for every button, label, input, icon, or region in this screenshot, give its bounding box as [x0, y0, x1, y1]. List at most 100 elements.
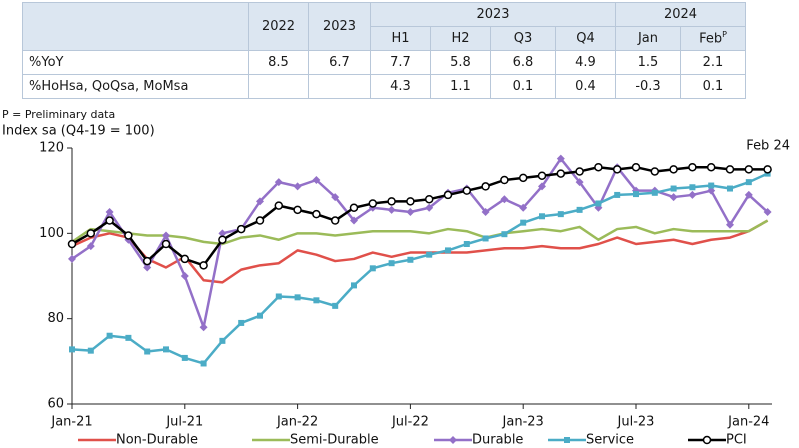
series-marker: [501, 231, 508, 238]
cell: 0.1: [680, 74, 746, 99]
series-marker: [218, 235, 227, 244]
series-marker: [142, 256, 152, 266]
legend-label: Non-Durable: [116, 433, 198, 448]
series-marker: [538, 182, 546, 191]
cell: 1.1: [430, 74, 491, 99]
row-label: %YoY: [22, 50, 249, 75]
series-marker: [744, 190, 753, 199]
series-marker: [219, 337, 226, 344]
series-marker: [575, 178, 584, 187]
series-marker: [369, 265, 376, 272]
y-tick-label: 120: [39, 141, 64, 156]
x-tick-label: Jan-22: [276, 415, 318, 430]
series-marker: [614, 191, 621, 198]
series-marker: [69, 346, 75, 353]
cell: 8.5: [248, 50, 309, 75]
series-marker: [256, 197, 264, 206]
series-marker: [708, 182, 715, 189]
cell: -0.3: [615, 74, 681, 99]
series-marker: [707, 186, 716, 195]
series-marker: [293, 182, 302, 191]
series-marker: [763, 165, 772, 174]
series-marker: [238, 319, 245, 326]
series-marker: [161, 239, 171, 249]
cell: 4.9: [555, 50, 616, 75]
series-marker: [406, 208, 415, 216]
series-marker: [350, 216, 358, 225]
series-marker: [500, 175, 509, 185]
series-marker: [725, 165, 735, 174]
series-marker: [181, 354, 188, 361]
series-marker: [162, 231, 170, 240]
series-marker: [407, 256, 414, 263]
series-marker: [68, 254, 76, 263]
period-header: Q4: [555, 26, 616, 51]
table-body: %YoY 8.5 6.7 7.7 5.8 6.8 4.9 1.5 2.1 %HoHsa, QoQs…: [22, 50, 746, 99]
series-marker: [462, 186, 472, 195]
series-marker: [293, 205, 302, 215]
series-marker: [387, 205, 396, 214]
period-header: H2: [430, 26, 491, 51]
series-marker: [106, 332, 113, 339]
y-tick-label: 100: [39, 226, 64, 241]
series-marker: [500, 195, 509, 204]
series-marker: [200, 360, 207, 367]
series-marker: [331, 193, 340, 202]
series-marker: [426, 251, 433, 258]
series-marker: [255, 216, 265, 225]
cell: 5.8: [430, 50, 491, 75]
cell: 1.5: [615, 50, 681, 75]
annotation: Feb 24: [746, 139, 790, 154]
series-marker: [688, 190, 697, 199]
series-marker: [144, 348, 151, 355]
legend-marker: [449, 436, 457, 444]
series-marker: [274, 178, 283, 187]
series-marker: [236, 224, 246, 234]
series-marker: [727, 185, 733, 192]
chart: P = Preliminary data Index sa (Q4-19 = 1…: [2, 108, 790, 448]
series-marker: [557, 211, 564, 218]
year-header: 2022: [248, 2, 309, 51]
series-marker: [351, 282, 357, 289]
series-marker: [406, 197, 415, 206]
legend-label: Semi-Durable: [290, 433, 379, 448]
x-tick-label: Jan-24: [727, 415, 769, 430]
series-marker: [163, 346, 169, 353]
cell: 7.7: [370, 50, 431, 75]
series-line: [71, 157, 769, 329]
series-marker: [387, 197, 396, 206]
series-marker: [218, 229, 227, 238]
series-marker: [669, 165, 678, 174]
cell: 6.7: [308, 50, 371, 75]
series-marker: [125, 334, 132, 341]
series-marker: [670, 185, 677, 192]
period-label: Feb: [699, 31, 723, 47]
series-marker: [576, 206, 583, 213]
series-marker: [105, 216, 114, 225]
x-tick-label: Jul-22: [391, 415, 429, 430]
series-marker: [575, 167, 584, 176]
series-marker: [180, 254, 190, 264]
series-marker: [313, 297, 320, 304]
series-marker: [349, 203, 359, 212]
series-marker: [744, 165, 754, 174]
series-marker: [463, 241, 470, 247]
series-marker: [745, 179, 752, 186]
series-line: [71, 172, 769, 365]
period-header: H1: [370, 26, 431, 51]
series-marker: [669, 193, 678, 202]
series-marker: [424, 194, 434, 204]
series-marker: [482, 235, 489, 242]
y-tick-label: 60: [47, 397, 64, 412]
series-marker: [595, 200, 602, 207]
series-marker: [294, 294, 301, 301]
series-marker: [199, 323, 208, 332]
series-marker: [180, 272, 189, 280]
series-marker: [257, 312, 263, 319]
series-line: [71, 219, 769, 246]
cell: 6.8: [490, 50, 556, 75]
series-marker: [631, 162, 641, 172]
table-row: %HoHsa, QoQsa, MoMsa 4.3 1.1 0.1 0.4 -0.3 0.1: [22, 74, 746, 99]
legend-label: Durable: [472, 433, 523, 448]
